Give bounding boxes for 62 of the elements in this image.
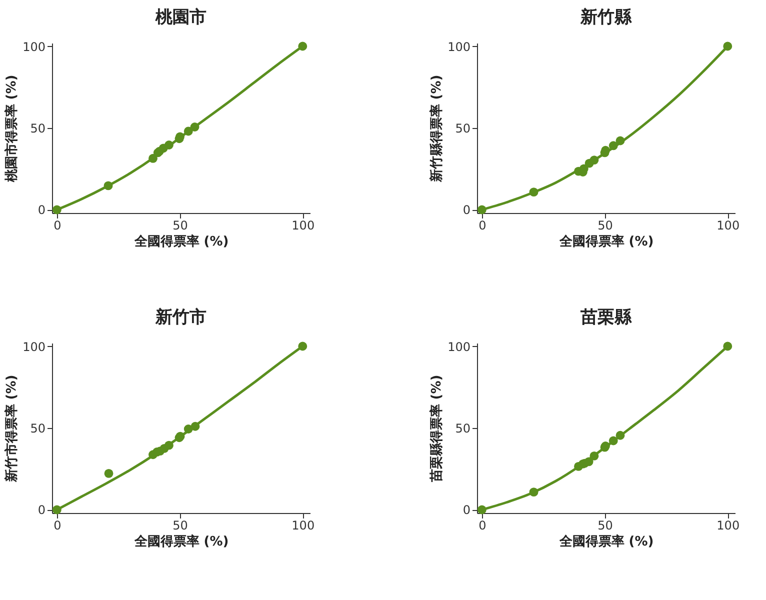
point (723, 42, 732, 51)
y-tick-label: 50 (30, 122, 46, 136)
y-tick-label: 50 (455, 122, 470, 136)
point (298, 342, 308, 351)
y-axis-title: 新竹市得票率 (%) (4, 374, 20, 484)
y-tick-label: 0 (462, 203, 470, 218)
point (164, 140, 174, 150)
y-tick-label: 0 (38, 503, 46, 518)
point (723, 342, 732, 351)
y-axis-title: 新竹縣得票率 (%) (428, 74, 445, 184)
point (52, 205, 62, 214)
x-axis-title: 全國得票率 (%) (133, 534, 229, 550)
point (616, 430, 625, 440)
point (190, 122, 200, 132)
x-tick-label: 100 (292, 218, 315, 232)
point (104, 468, 114, 478)
point (477, 205, 486, 214)
y-tick-label: 100 (448, 40, 470, 54)
chart-title: 新竹市 (154, 307, 206, 328)
point (529, 188, 538, 197)
chart-title: 苗栗縣 (580, 307, 632, 328)
point (529, 488, 538, 497)
point (616, 136, 625, 146)
x-tick-label: 50 (172, 218, 188, 232)
x-tick-label: 100 (292, 518, 315, 532)
point (164, 440, 174, 450)
point (608, 141, 618, 150)
point (590, 156, 599, 164)
point (104, 181, 113, 190)
point (590, 451, 599, 460)
y-tick-label: 100 (22, 40, 46, 54)
chart-title: 桃園市 (154, 7, 206, 28)
y-axis-title: 桃園市得票率 (%) (4, 74, 20, 184)
y-tick-label: 0 (38, 203, 46, 218)
y-tick-label: 100 (22, 340, 46, 354)
x-tick-label: 50 (598, 518, 613, 532)
chart-title: 新竹縣 (580, 7, 632, 28)
x-tick-label: 0 (54, 518, 62, 532)
y-tick-label: 0 (462, 503, 470, 518)
x-tick-label: 100 (716, 518, 740, 532)
y-axis-title: 苗栗縣得票率 (%) (428, 374, 445, 484)
point (584, 457, 594, 466)
y-tick-label: 100 (448, 340, 470, 354)
x-axis-title: 全國得票率 (%) (133, 234, 229, 250)
x-tick-label: 0 (478, 218, 486, 232)
x-tick-label: 0 (54, 218, 62, 232)
x-axis-title: 全國得票率 (%) (558, 234, 654, 250)
x-tick-label: 100 (716, 218, 740, 232)
point (52, 505, 62, 514)
point (190, 422, 200, 431)
x-tick-label: 50 (172, 518, 188, 532)
point (477, 505, 486, 514)
x-tick-label: 0 (478, 518, 486, 532)
x-tick-label: 50 (598, 218, 613, 232)
point (148, 154, 158, 163)
point (298, 42, 308, 51)
y-tick-label: 50 (30, 422, 46, 436)
point (608, 436, 618, 446)
point (184, 424, 193, 434)
y-tick-label: 50 (455, 422, 470, 436)
x-axis-title: 全國得票率 (%) (558, 534, 654, 550)
point (184, 126, 193, 136)
